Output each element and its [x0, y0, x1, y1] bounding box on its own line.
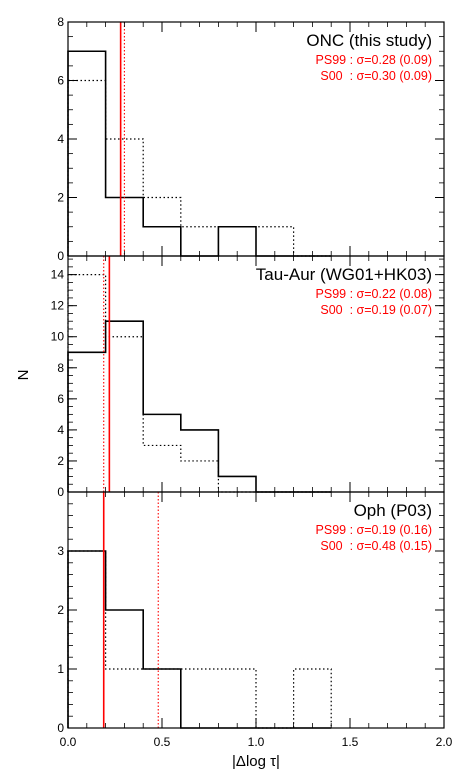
- panel-onc: 0 2 4 6 8 ONC (this study) PS99 : σ=0.28 (0.09…: [57, 15, 445, 263]
- stat-line: PS99 : σ=0.28 (0.09): [316, 53, 432, 67]
- y-tick-label: 4: [57, 132, 64, 146]
- stat-line: S00 : σ=0.30 (0.09): [320, 69, 432, 83]
- stat-line: S00 : σ=0.48 (0.15): [320, 539, 432, 553]
- panel-tau-aur: 0 2 4 6 8 10 12 14 Tau-Aur (WG01+HK03) PS99 : σ=0…: [51, 255, 445, 499]
- panel-title: Oph (P03): [354, 501, 432, 520]
- x-tick-label: 0.5: [154, 735, 171, 749]
- histogram-ps99-solid: [67, 50, 332, 257]
- y-tick-label: 8: [57, 361, 64, 375]
- panel-title: Tau-Aur (WG01+HK03): [256, 265, 432, 284]
- y-tick-label: 6: [57, 392, 64, 406]
- y-tick-label: 0: [57, 721, 64, 735]
- y-tick-label: 0: [57, 249, 64, 263]
- stat-line: PS99 : σ=0.19 (0.16): [316, 523, 432, 537]
- y-tick-label: 14: [51, 268, 65, 282]
- y-tick-label: 2: [57, 603, 64, 617]
- stat-line: PS99 : σ=0.22 (0.08): [316, 287, 432, 301]
- panel-title: ONC (this study): [306, 31, 432, 50]
- y-tick-label: 6: [57, 74, 64, 88]
- histogram-ps99-solid: [67, 320, 332, 493]
- panel-oph: 0 1 2 3 Oph (P03) PS99 : σ=0.19 (0.16) S00 : σ…: [57, 491, 445, 735]
- y-tick-label: 2: [57, 454, 64, 468]
- stat-line: S00 : σ=0.19 (0.07): [320, 303, 432, 317]
- x-tick-label: 2.0: [436, 735, 453, 749]
- histogram-s00-dotted: [67, 274, 332, 493]
- x-tick-label: 0.0: [60, 735, 77, 749]
- histogram-ps99-solid: [67, 550, 332, 729]
- panels-group: 0 2 4 6 8 ONC (this study) PS99 : σ=0.28 (0.09…: [51, 15, 453, 749]
- histogram-s00-dotted: [67, 550, 332, 729]
- y-tick-label: 4: [57, 423, 64, 437]
- x-tick-label: 1.5: [342, 735, 359, 749]
- y-tick-label: 1: [57, 662, 64, 676]
- y-tick-label: 3: [57, 544, 64, 558]
- y-tick-label: 2: [57, 191, 64, 205]
- y-tick-label: 10: [51, 330, 65, 344]
- x-tick-label: 1.0: [248, 735, 265, 749]
- y-tick-label: 8: [57, 15, 64, 29]
- y-tick-label: 0: [57, 485, 64, 499]
- x-axis-label: |Δlog τ|: [232, 753, 280, 770]
- histogram-s00-dotted: [67, 79, 332, 257]
- y-tick-label: 12: [51, 299, 65, 313]
- y-axis-label: N: [15, 370, 32, 381]
